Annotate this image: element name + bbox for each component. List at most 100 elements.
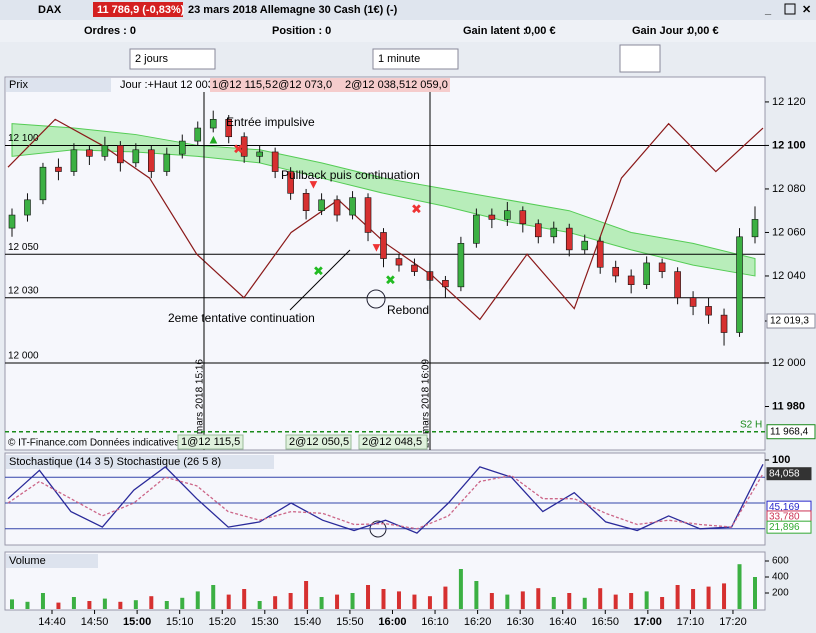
candle-body <box>178 140 186 155</box>
chart-type-button[interactable] <box>619 44 661 73</box>
candle-body <box>627 275 635 285</box>
candle-body <box>148 149 155 172</box>
level-label: 12 000 <box>8 351 39 362</box>
volume-bar <box>180 597 185 609</box>
volume-bar <box>474 581 479 609</box>
candle-body <box>457 243 465 288</box>
buy-marker: ✖ <box>313 263 324 278</box>
candle-body <box>225 119 233 138</box>
gain-latent-label: Gain latent : <box>463 25 527 37</box>
footer-order: 2@12 050,5 <box>289 436 349 448</box>
orders-box <box>210 78 450 92</box>
candle-body <box>596 240 604 268</box>
candle-body <box>240 136 248 157</box>
candle-body <box>550 227 558 238</box>
candle-body <box>24 199 31 216</box>
volume-bar <box>582 597 587 609</box>
vline-label: 23 mars 2018 15:16 <box>195 359 206 448</box>
value-box <box>766 467 812 481</box>
volume-bar <box>722 583 727 609</box>
buy-marker: ▲ <box>207 131 220 146</box>
volume-bar <box>288 593 293 609</box>
candle-body <box>194 127 202 142</box>
volume-bar <box>381 589 386 609</box>
candle-body <box>442 280 449 288</box>
value-box <box>766 520 812 534</box>
close[interactable]: ✕ <box>802 4 811 16</box>
candle-body <box>504 210 511 220</box>
level-label: 12 030 <box>8 285 39 296</box>
candle-body <box>8 214 16 229</box>
candle-body <box>209 119 217 129</box>
value-label: 84,058 <box>769 468 800 479</box>
candle-body <box>581 240 589 251</box>
annotation: Pullback puis continuation <box>281 168 420 182</box>
marker-label: 12 019,3 <box>770 316 809 327</box>
gain-latent: 0,00 € <box>525 25 556 37</box>
minimize[interactable]: _ <box>764 4 772 16</box>
candle-body <box>380 232 387 259</box>
x-tick-label: 16:20 <box>464 616 492 628</box>
x-tick-label: 16:00 <box>378 616 406 628</box>
description: 23 mars 2018 Allemagne 30 Cash (1€) (-) <box>188 4 398 16</box>
panel-title: Prix <box>9 79 28 91</box>
annotation: Entrée impulsive <box>226 115 315 129</box>
value-label: 45,169 <box>769 502 800 513</box>
stoch-line <box>7 464 764 534</box>
x-tick-label: 15:00 <box>123 616 151 628</box>
volume-bar <box>567 593 572 609</box>
day-info: Jour :+Haut 12 003 <box>120 79 214 91</box>
footer: © IT-Finance.com Données indicatives <box>8 438 179 449</box>
interval: 1 minute <box>378 53 420 65</box>
candle-body <box>411 264 418 272</box>
y-tick-label: 12 120 <box>772 96 806 108</box>
panel-title: Stochastique (14 3 5) Stochastique (26 5… <box>9 456 221 468</box>
candle-body <box>658 262 666 272</box>
candle-body <box>705 306 712 316</box>
y-tick-label: 200 <box>772 588 789 599</box>
volume-bar <box>102 598 107 609</box>
volume-bar <box>226 594 231 609</box>
volume-bar <box>350 593 355 609</box>
symbol: DAX <box>38 4 62 16</box>
candle-body <box>287 171 294 194</box>
volume-bar <box>691 589 696 609</box>
panel-header <box>6 554 98 568</box>
candle-body <box>720 314 728 333</box>
gain-jour: 0,00 € <box>688 25 719 37</box>
candle-body <box>534 223 542 238</box>
y-tick-label: 12 060 <box>772 226 806 238</box>
y-tick-label: 400 <box>772 572 789 583</box>
x-tick-label: 16:30 <box>506 616 534 628</box>
candle-body <box>55 166 62 172</box>
candle-body <box>643 262 650 285</box>
candle-body <box>256 151 263 157</box>
y-tick-label: 12 100 <box>772 139 806 151</box>
footer-order-box <box>177 434 244 450</box>
marker-label: 11 968,4 <box>770 426 809 437</box>
footer-order: 2@12 048,5 <box>362 436 422 448</box>
volume-bar <box>133 600 138 609</box>
candle-body <box>565 227 573 251</box>
x-tick-label: 15:50 <box>336 616 364 628</box>
candle-body <box>751 219 759 238</box>
volume-bar <box>40 593 45 609</box>
period-select[interactable] <box>129 48 216 70</box>
volume-bar <box>505 594 510 609</box>
volume-bar <box>335 594 340 609</box>
candle-body <box>318 199 325 212</box>
buy-marker: ✖ <box>385 272 396 287</box>
vline-label: 23 mars 2018 16:09 <box>421 359 432 448</box>
volume-bar <box>319 597 324 609</box>
panel-title: Volume <box>9 555 46 567</box>
candle-body <box>349 197 356 216</box>
interval-select[interactable] <box>372 48 459 70</box>
volume-bar <box>675 585 680 609</box>
account-bar <box>0 20 816 42</box>
candle-body <box>39 166 47 201</box>
price-box <box>93 2 183 17</box>
maximize[interactable] <box>784 3 796 15</box>
volume-bar <box>443 586 448 609</box>
y-tick-label: 12 080 <box>772 183 806 195</box>
